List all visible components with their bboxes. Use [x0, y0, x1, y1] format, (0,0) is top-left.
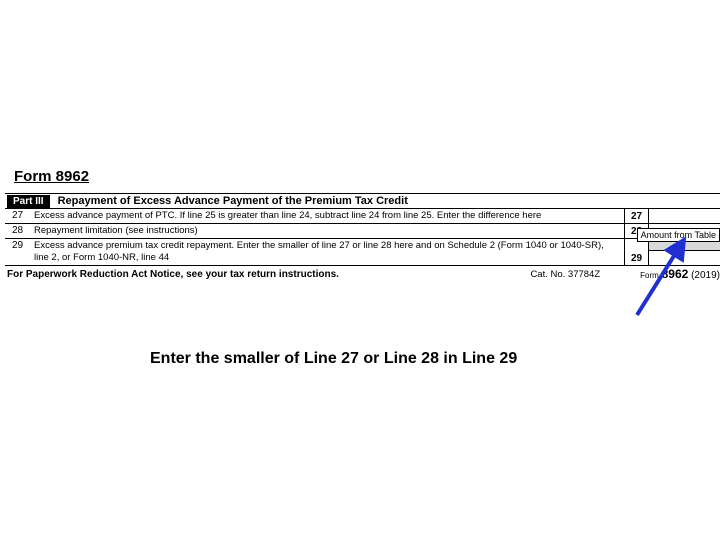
- part-header: Part III Repayment of Excess Advance Pay…: [5, 193, 720, 209]
- line-27-amount[interactable]: [648, 209, 720, 223]
- line-29-box: 29: [624, 239, 648, 265]
- annotation-callout: Amount from Table: [637, 228, 720, 242]
- line-28-leftnum: 28: [5, 224, 30, 238]
- line-27-box: 27: [624, 209, 648, 223]
- footer-notice: For Paperwork Reduction Act Notice, see …: [5, 269, 530, 280]
- line-27-leftnum: 27: [5, 209, 30, 223]
- form-excerpt: Part III Repayment of Excess Advance Pay…: [5, 193, 720, 282]
- footer-form-id: Form 8962 (2019): [640, 267, 720, 281]
- line-27-desc: Excess advance payment of PTC. If line 2…: [30, 209, 624, 223]
- footer-form-prefix: Form: [640, 271, 659, 280]
- instruction-text: Enter the smaller of Line 27 or Line 28 …: [150, 350, 517, 368]
- part-title: Repayment of Excess Advance Payment of t…: [58, 195, 408, 207]
- footer-catalog: Cat. No. 37784Z: [530, 269, 640, 280]
- form-footer: For Paperwork Reduction Act Notice, see …: [5, 266, 720, 282]
- footer-form-year: (2019): [691, 270, 720, 281]
- line-29-amount[interactable]: [648, 239, 720, 265]
- form-title: Form 8962: [14, 168, 89, 185]
- line-27-row: 27 Excess advance payment of PTC. If lin…: [5, 209, 720, 224]
- line-28-row: 28 Repayment limitation (see instruction…: [5, 224, 720, 239]
- footer-form-no: 8962: [662, 267, 689, 281]
- line-29-row: 29 Excess advance premium tax credit rep…: [5, 239, 720, 266]
- line-28-desc: Repayment limitation (see instructions): [30, 224, 624, 238]
- line-29-desc: Excess advance premium tax credit repaym…: [30, 239, 624, 265]
- part-label: Part III: [7, 195, 50, 208]
- line-29-leftnum: 29: [5, 239, 30, 265]
